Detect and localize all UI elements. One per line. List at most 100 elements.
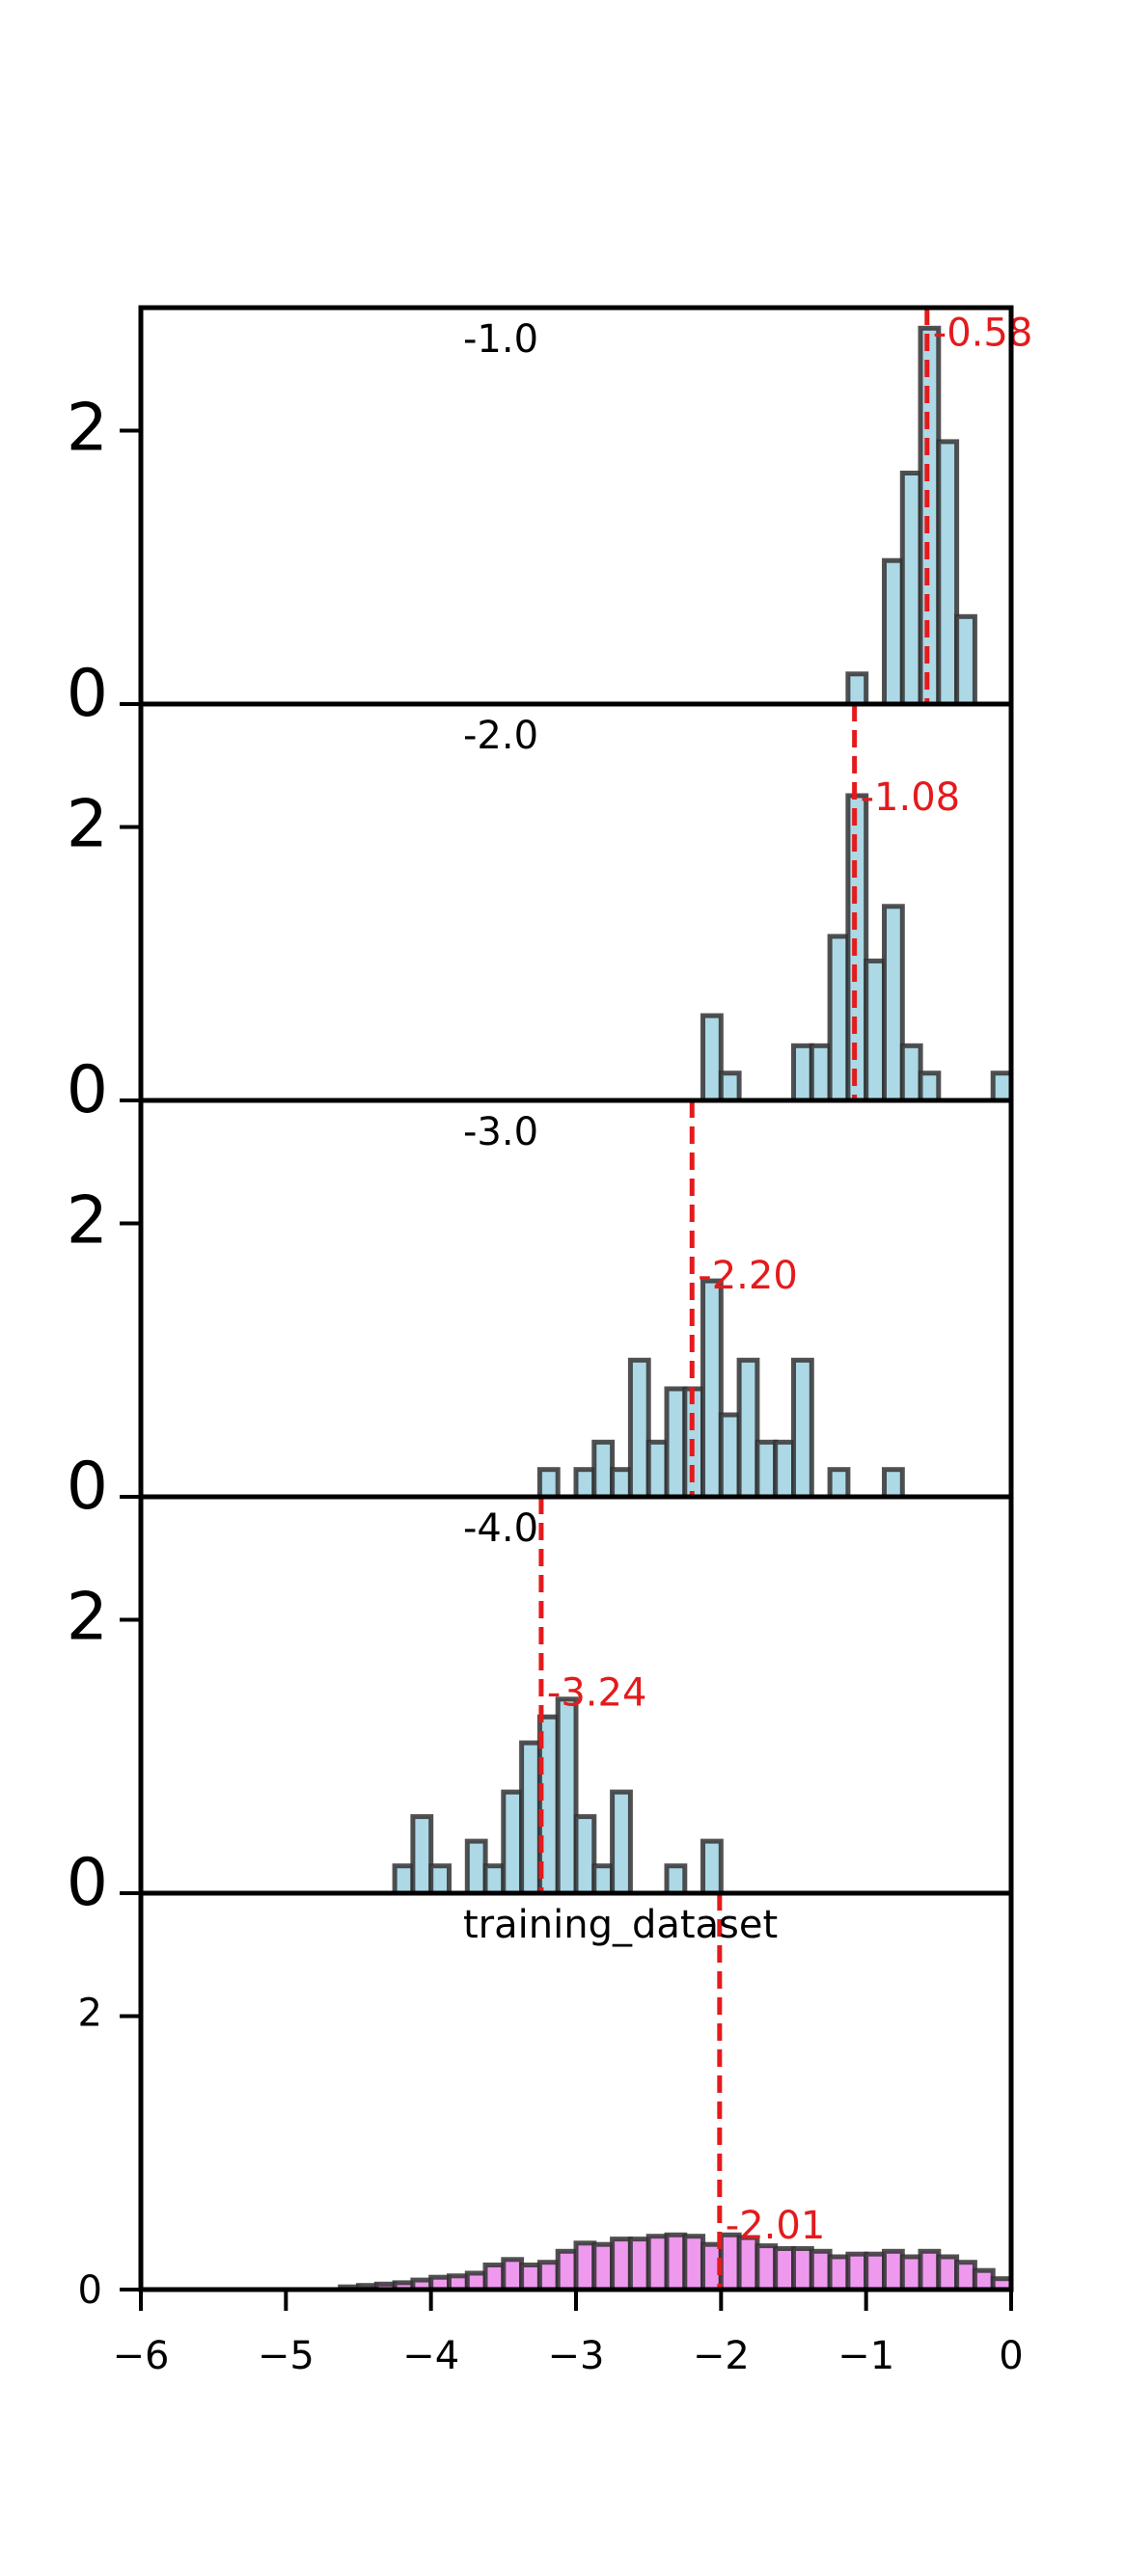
histogram-bar (700, 1013, 724, 1103)
y-tick-label: 2 (67, 1580, 108, 1656)
histogram-bar (990, 1071, 1014, 1103)
histogram-bar (610, 1789, 633, 1896)
y-tick-label: 0 (67, 656, 108, 732)
y-tick-label: 0 (67, 1052, 108, 1128)
x-tick-label: −6 (113, 2334, 170, 2378)
x-tick-label: −2 (693, 2334, 750, 2378)
histogram-bar (845, 2251, 869, 2292)
subplot-title: -2.0 (463, 714, 538, 758)
x-tick-label: −3 (548, 2334, 605, 2378)
shared-x-axis: −6 −5 −4 −3 −2 −1 0 (113, 2290, 1024, 2378)
histogram-bar (718, 1071, 742, 1103)
x-tick-label: −5 (258, 2334, 315, 2378)
y-tick-label: 2 (78, 1992, 102, 2036)
histogram-bar (482, 1863, 507, 1896)
histogram-bar (700, 1278, 724, 1500)
histogram-bar (773, 2246, 797, 2292)
histogram-bar (791, 2246, 814, 2292)
histogram-bar (464, 2270, 488, 2292)
histogram-bar (627, 1357, 651, 1500)
histogram-bar (918, 2248, 942, 2292)
histogram-bar (845, 671, 869, 707)
histogram-bar (845, 793, 869, 1103)
histogram-bar (827, 2254, 851, 2292)
histogram-bar (664, 1386, 688, 1500)
histogram-bar (591, 2241, 616, 2292)
histogram-bar (610, 2237, 633, 2292)
histogram-bar (573, 1814, 597, 1896)
x-tick-label: −1 (837, 2334, 894, 2378)
histogram-bar (700, 1838, 724, 1896)
histogram-bar (392, 1863, 416, 1896)
histogram-bar (864, 2251, 888, 2292)
histogram-bar (864, 958, 888, 1103)
x-tick-label: −4 (402, 2334, 459, 2378)
histogram-bar (882, 1467, 905, 1500)
histogram-bar (519, 1740, 542, 1896)
histogram-bar (591, 1439, 616, 1500)
x-tick-label: 0 (999, 2334, 1023, 2378)
histogram-bar (899, 2254, 923, 2292)
histogram-bar (501, 2257, 525, 2292)
histogram-bar (536, 2260, 561, 2292)
histogram-bar (682, 2234, 706, 2292)
mean-value-label: -3.24 (547, 1671, 647, 1716)
mean-value-label: -2.01 (726, 2204, 826, 2248)
subplot-title: -3.0 (463, 1110, 538, 1154)
y-tick-label: 0 (67, 1449, 108, 1525)
histogram-bar (791, 1357, 814, 1500)
histogram-bar (809, 1043, 833, 1103)
histogram-bar (954, 613, 977, 707)
histogram-bar (501, 1789, 525, 1896)
histogram-bar (410, 1814, 434, 1896)
histogram-bar (899, 471, 923, 707)
subplot-5: -2.01 training_dataset 0 2 (78, 1890, 1014, 2313)
histogram-bar (555, 1696, 579, 1896)
histogram-bar (482, 2263, 507, 2292)
histogram-bar (827, 1467, 851, 1500)
histogram-bar (664, 2232, 688, 2292)
histogram-bar (809, 2248, 833, 2292)
histogram-bar (573, 2240, 597, 2292)
y-tick-label: 0 (78, 2268, 102, 2313)
histogram-bar (645, 1439, 670, 1500)
histogram-bar (755, 1439, 779, 1500)
histogram-bar (918, 325, 942, 707)
histogram-bar (591, 1863, 616, 1896)
histogram-bar (627, 2237, 651, 2292)
mean-value-label: -1.08 (861, 775, 961, 820)
histogram-bar (736, 1357, 760, 1500)
histogram-bar (718, 1412, 742, 1500)
histogram-bar (954, 2260, 977, 2292)
histogram-bar (972, 2267, 996, 2292)
histogram-bar (882, 2248, 905, 2292)
subplot-title: -1.0 (463, 317, 538, 362)
subplot-title: training_dataset (463, 1903, 778, 1947)
histogram-bar (645, 2234, 670, 2292)
histogram-bar (755, 2243, 779, 2292)
y-tick-label: 2 (67, 391, 108, 467)
histogram-bar (936, 2254, 960, 2292)
histogram-bar (428, 1863, 453, 1896)
histogram-bar (899, 1043, 923, 1103)
y-tick-label: 2 (67, 787, 108, 863)
histogram-bar (573, 1467, 597, 1500)
histogram-bar (791, 1043, 814, 1103)
histogram-bar (882, 904, 905, 1103)
y-tick-label: 2 (67, 1183, 108, 1260)
histogram-bar (464, 1838, 488, 1896)
histogram-bar (936, 439, 960, 707)
mean-value-label: -2.20 (698, 1254, 798, 1298)
histogram-bar (918, 1071, 942, 1103)
histogram-bar (610, 1467, 633, 1500)
subplot-title: -4.0 (463, 1506, 538, 1551)
histogram-bar (827, 934, 851, 1103)
mean-value-label: -0.58 (933, 311, 1033, 355)
histogram-bar (773, 1439, 797, 1500)
subplot-3: -2.20 -3.0 0 2 (67, 1098, 1014, 1525)
subplot-stack: -0.58 -1.0 0 2 -1.08 -2.0 0 2 -2.20 -3.0 0 2 -3.24 -4… (67, 305, 1033, 2313)
histogram-bar (882, 557, 905, 707)
subplot-1: -0.58 -1.0 0 2 (67, 305, 1033, 732)
